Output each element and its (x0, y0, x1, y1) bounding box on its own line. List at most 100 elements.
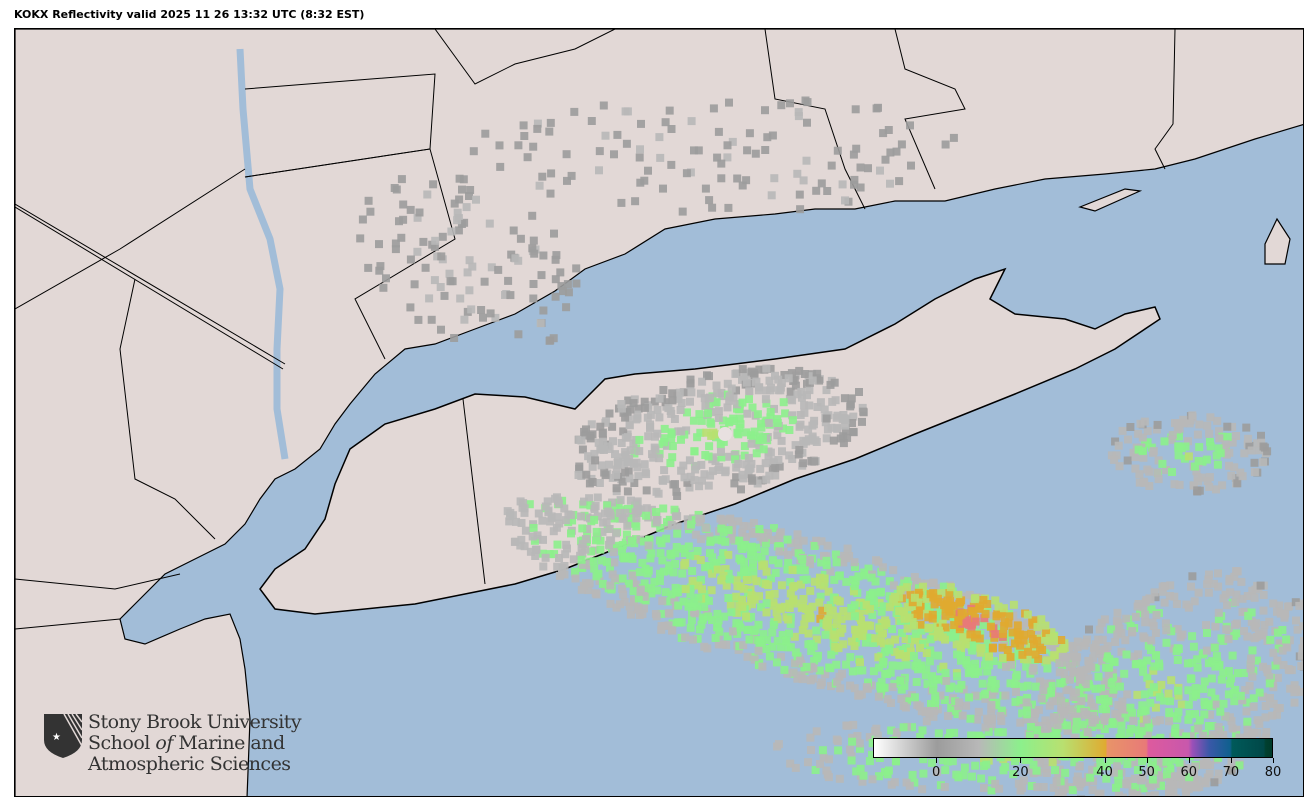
radar-echo (1208, 730, 1217, 739)
radar-echo (643, 413, 652, 422)
radar-echo (891, 635, 900, 644)
radar-echo (618, 547, 626, 556)
radar-echo (810, 542, 819, 550)
radar-echo (628, 508, 637, 517)
radar-echo (772, 658, 781, 667)
radar-echo (618, 541, 627, 549)
radar-echo (774, 386, 783, 395)
radar-echo (780, 665, 789, 674)
radar-echo (571, 567, 580, 576)
radar-echo (743, 652, 752, 661)
radar-echo (688, 602, 697, 611)
radar-echo (841, 416, 850, 425)
radar-echo (496, 162, 505, 171)
radar-echo (609, 548, 618, 557)
radar-echo (767, 191, 776, 200)
radar-echo (1271, 661, 1280, 670)
radar-echo (1185, 710, 1194, 719)
radar-echo (1074, 712, 1083, 721)
radar-echo (629, 579, 638, 588)
radar-echo (653, 405, 662, 414)
radar-echo (1014, 779, 1023, 788)
radar-echo (1265, 673, 1274, 681)
radar-echo (1253, 439, 1262, 448)
radar-echo (1202, 754, 1211, 763)
radar-echo (1265, 617, 1274, 626)
radar-echo (423, 190, 432, 199)
radar-echo (750, 427, 759, 436)
radar-echo (992, 612, 1001, 621)
radar-echo (802, 575, 811, 584)
radar-echo (1012, 687, 1020, 696)
radar-echo (745, 129, 754, 138)
radar-echo (445, 269, 454, 278)
radar-echo (795, 445, 804, 454)
radar-echo (1206, 413, 1215, 422)
radar-echo (1273, 628, 1282, 637)
radar-echo (1042, 656, 1051, 665)
radar-echo (714, 640, 723, 649)
radar-echo (555, 554, 563, 562)
radar-echo (673, 529, 682, 538)
radar-echo (539, 562, 548, 571)
radar-echo (1091, 715, 1099, 724)
radar-echo (990, 684, 999, 693)
radar-echo (657, 609, 666, 618)
radar-echo (1140, 478, 1149, 487)
radar-echo (851, 577, 860, 585)
radar-echo (660, 466, 669, 475)
radar-echo (1021, 755, 1030, 764)
radar-echo (751, 149, 760, 158)
radar-echo (1131, 782, 1140, 791)
radar-echo (988, 690, 997, 699)
radar-echo (1127, 724, 1136, 733)
radar-echo (1056, 679, 1065, 688)
radar-echo (680, 549, 689, 558)
radar-echo (1137, 776, 1145, 785)
radar-echo (797, 580, 805, 589)
radar-echo (719, 518, 727, 527)
radar-echo (690, 146, 698, 155)
radar-echo (1224, 690, 1233, 699)
radar-echo (1072, 717, 1081, 726)
radar-echo (679, 461, 688, 470)
radar-echo (1084, 674, 1093, 683)
radar-echo (598, 579, 607, 588)
radar-echo (901, 703, 910, 712)
radar-echo (749, 558, 757, 567)
radar-echo (896, 676, 905, 685)
radar-echo (705, 393, 714, 402)
radar-echo (623, 107, 632, 116)
radar-echo (854, 572, 863, 581)
radar-echo (786, 387, 795, 396)
radar-echo (850, 175, 859, 184)
radar-echo (890, 778, 899, 787)
radar-echo (705, 372, 713, 381)
radar-echo (1043, 664, 1052, 673)
radar-echo (1215, 427, 1223, 436)
radar-echo (1061, 768, 1070, 777)
radar-echo (753, 552, 762, 561)
radar-echo (1133, 690, 1142, 699)
radar-echo (621, 451, 630, 460)
radar-echo (774, 375, 783, 384)
radar-echo (1154, 475, 1163, 484)
radar-echo (1171, 755, 1179, 764)
radar-echo (775, 547, 784, 556)
radar-echo (813, 403, 822, 411)
radar-echo (1167, 676, 1176, 685)
radar-echo (748, 403, 757, 412)
radar-echo (917, 661, 926, 670)
radar-echo (1096, 754, 1105, 763)
radar-echo (683, 408, 691, 417)
radar-echo (630, 479, 639, 487)
radar-echo (567, 529, 575, 538)
radar-echo (1146, 698, 1155, 707)
radar-echo (549, 334, 558, 343)
radar-echo (610, 574, 619, 583)
radar-echo (1177, 419, 1186, 428)
radar-map[interactable] (14, 28, 1304, 797)
radar-echo (725, 392, 734, 401)
radar-echo (864, 678, 872, 687)
radar-echo (980, 784, 988, 793)
